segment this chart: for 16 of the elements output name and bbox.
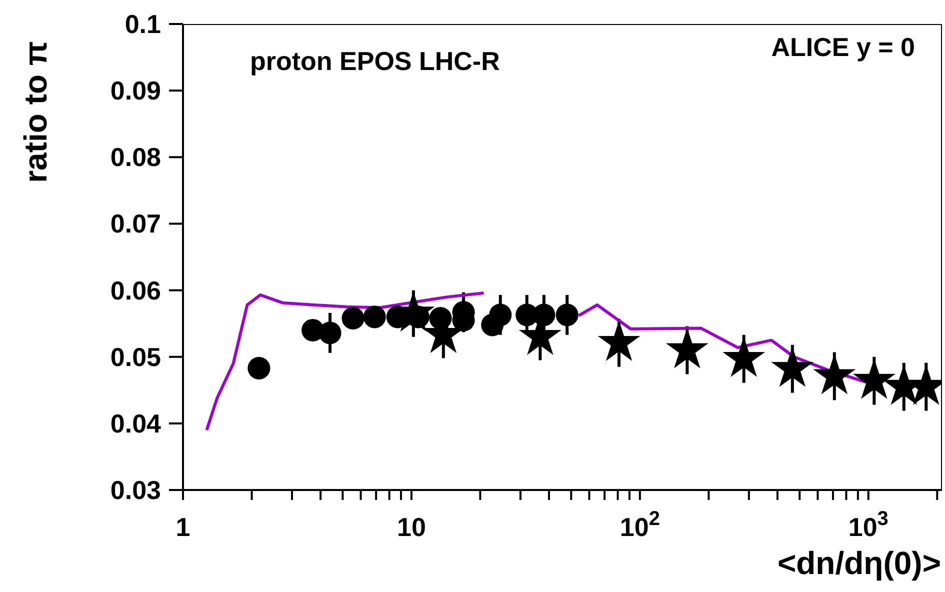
x-tick-label: 10$^{3}$ — [848, 508, 888, 542]
y-tick-label: 0.08 — [110, 142, 161, 172]
x-tick-label: 10$^{2}$ — [620, 508, 660, 542]
x-tick-label: 10 — [397, 512, 426, 542]
y-tick-label: 0.07 — [110, 208, 161, 239]
text: proton EPOS LHC-R — [250, 46, 500, 77]
x-axis-title: <dn/dη(0)> — [777, 545, 941, 582]
y-tick-label: 0.04 — [110, 408, 162, 438]
y-tick-label: 0.1 — [124, 9, 161, 39]
y-tick-label: 0.09 — [110, 76, 161, 106]
y-axis-title: ratio to π — [18, 41, 54, 183]
y-tick-label: 0.05 — [110, 342, 161, 372]
y-tick-label: 0.03 — [110, 475, 161, 505]
annotation: ALICE y = 0 — [771, 32, 915, 63]
x-tick-label: 1 — [176, 512, 190, 542]
y-tick-label: 0.06 — [110, 275, 161, 306]
